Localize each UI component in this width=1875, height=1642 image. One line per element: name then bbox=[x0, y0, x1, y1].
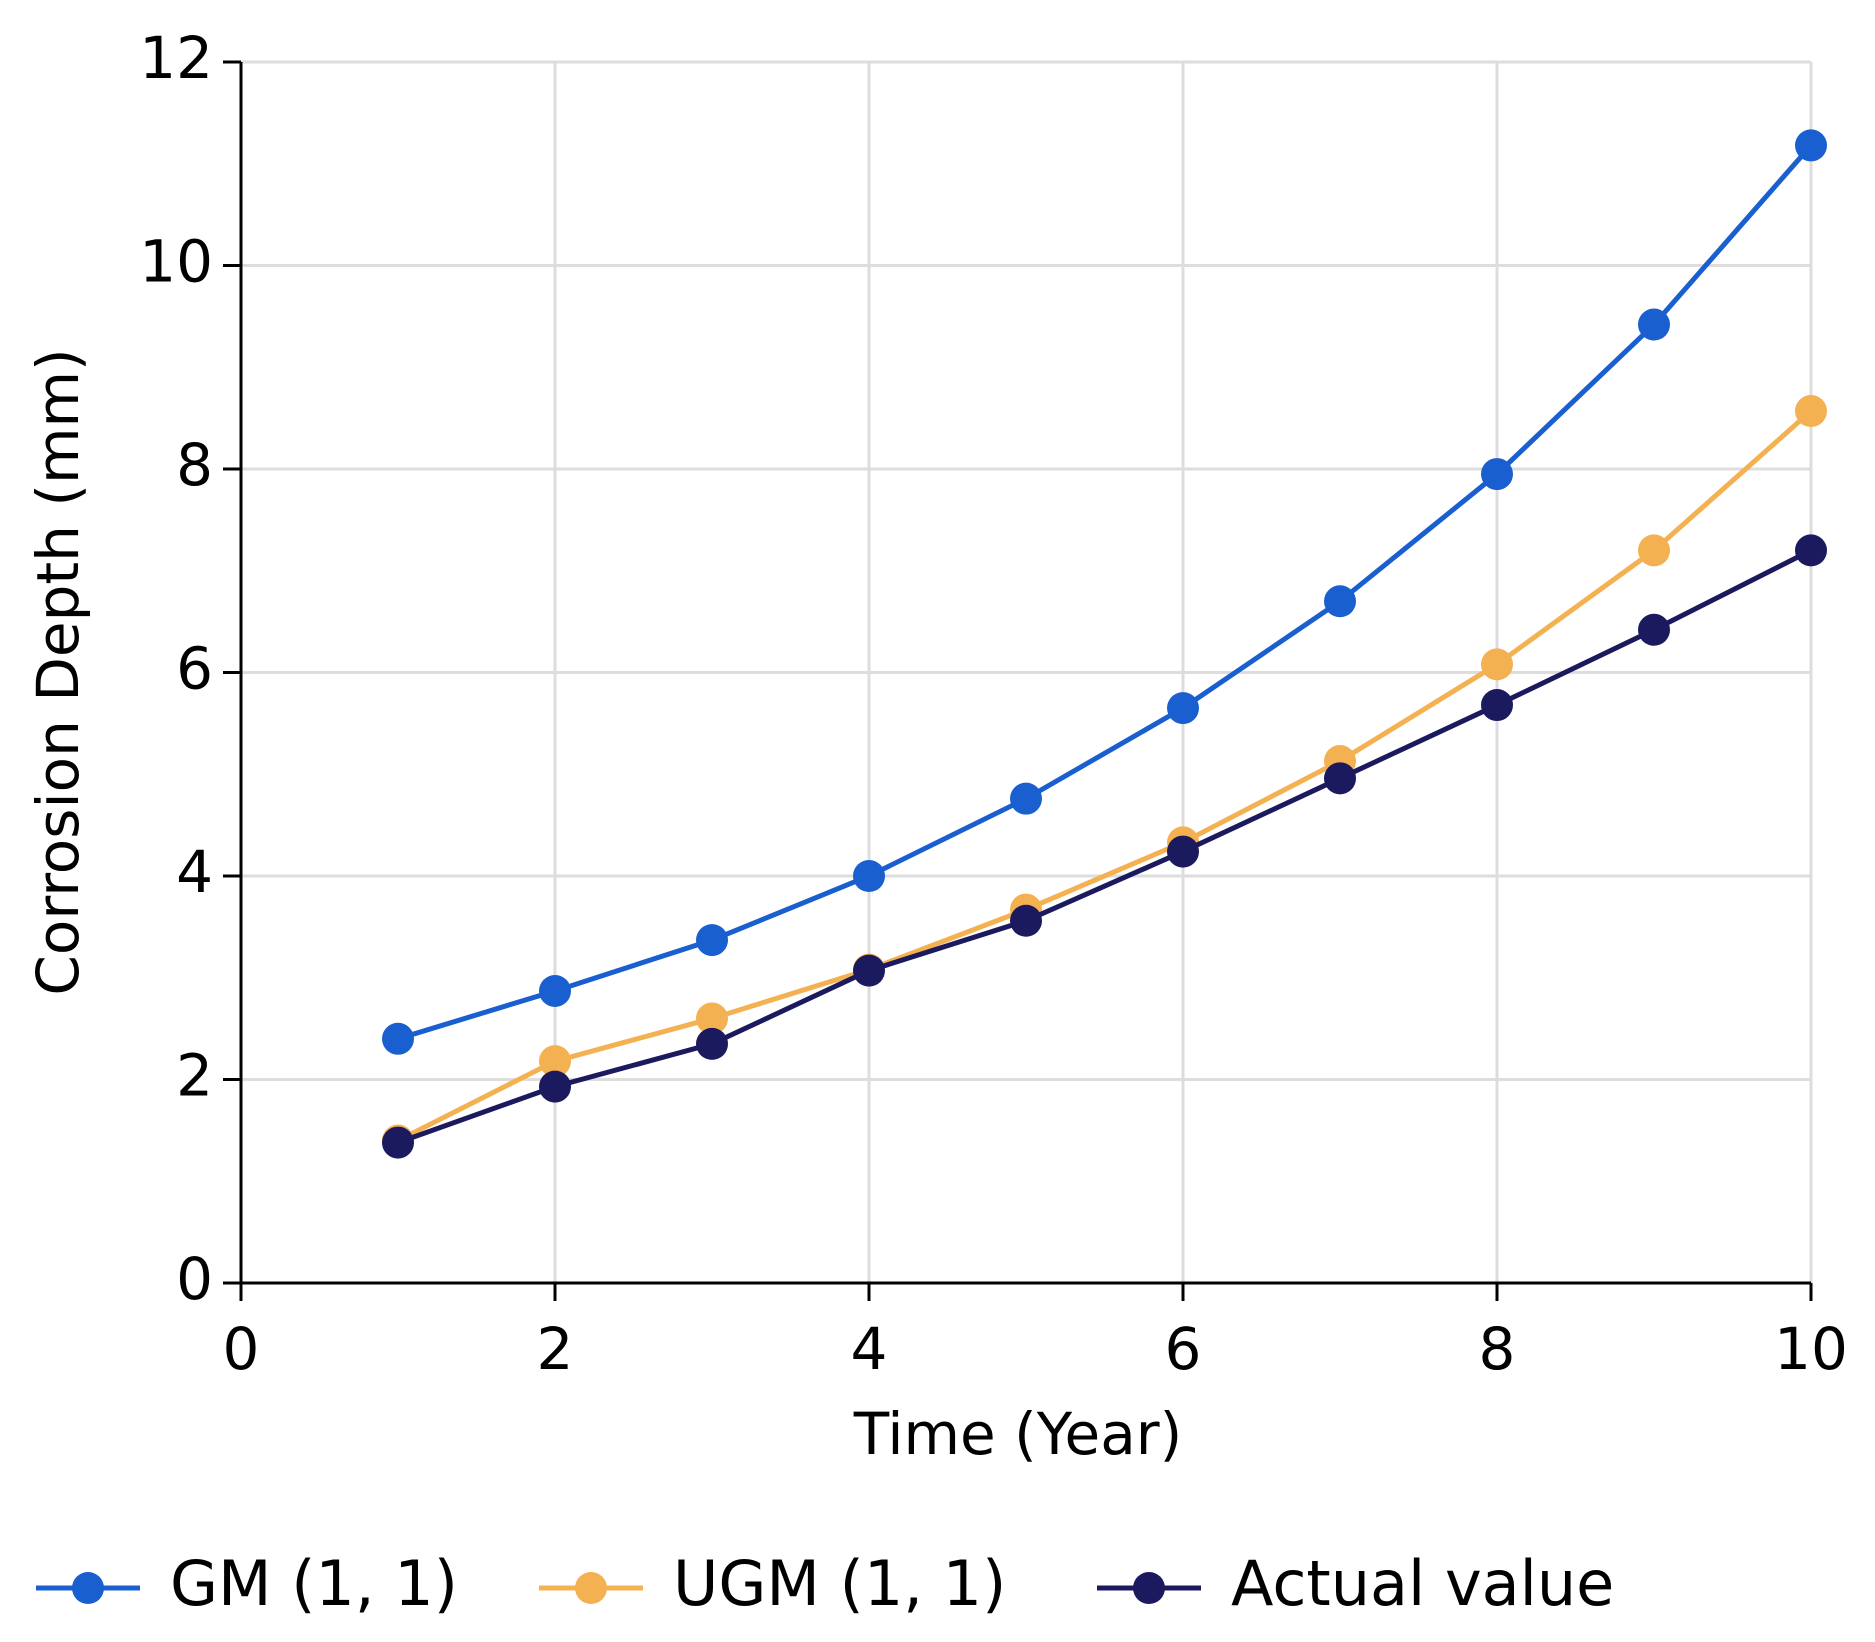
data-point bbox=[1481, 689, 1513, 722]
data-point bbox=[1167, 835, 1199, 868]
data-point bbox=[853, 954, 885, 987]
data-point bbox=[1010, 782, 1042, 815]
data-point bbox=[1167, 692, 1199, 725]
data-point bbox=[382, 1126, 414, 1159]
legend-marker bbox=[575, 1572, 607, 1604]
data-point bbox=[853, 860, 885, 892]
y-tick-label: 8 bbox=[176, 431, 213, 499]
y-tick-label: 6 bbox=[176, 635, 213, 703]
x-tick-label: 10 bbox=[1774, 1315, 1848, 1383]
legend-label: GM (1, 1) bbox=[170, 1547, 458, 1620]
x-tick-label: 8 bbox=[1479, 1315, 1516, 1383]
data-point bbox=[1481, 458, 1513, 491]
y-axis-label: Corrosion Depth (mm) bbox=[24, 348, 92, 995]
data-point bbox=[1795, 129, 1827, 162]
y-tick-label: 10 bbox=[139, 228, 213, 296]
y-tick-label: 4 bbox=[176, 838, 213, 906]
data-point bbox=[1795, 395, 1827, 428]
data-point bbox=[1324, 762, 1356, 795]
x-tick-label: 4 bbox=[851, 1315, 888, 1383]
legend-marker bbox=[1133, 1572, 1165, 1604]
data-point bbox=[382, 1022, 414, 1055]
y-tick-label: 12 bbox=[139, 24, 213, 92]
x-tick-label: 0 bbox=[223, 1315, 260, 1383]
data-point bbox=[1324, 585, 1356, 618]
y-tick-label: 0 bbox=[176, 1245, 213, 1313]
series-line bbox=[397, 143, 1813, 1042]
data-point bbox=[1795, 534, 1827, 567]
data-point bbox=[1638, 613, 1670, 646]
data-point bbox=[539, 1045, 571, 1078]
legend-marker bbox=[72, 1572, 104, 1604]
data-point bbox=[1010, 904, 1042, 937]
data-point bbox=[696, 924, 728, 957]
series-line bbox=[397, 548, 1813, 1145]
x-tick-label: 2 bbox=[537, 1315, 574, 1383]
data-point bbox=[1481, 648, 1513, 681]
x-tick-label: 6 bbox=[1165, 1315, 1202, 1383]
data-point bbox=[696, 1002, 728, 1035]
series-line bbox=[396, 409, 1813, 1143]
x-axis-label: Time (Year) bbox=[853, 1400, 1182, 1468]
data-point bbox=[539, 974, 571, 1007]
data-point bbox=[696, 1027, 728, 1060]
data-point bbox=[539, 1070, 571, 1103]
data-point bbox=[1638, 534, 1670, 567]
legend-label: Actual value bbox=[1231, 1547, 1614, 1620]
data-point bbox=[1638, 308, 1670, 341]
y-tick-label: 2 bbox=[176, 1042, 213, 1110]
legend-label: UGM (1, 1) bbox=[673, 1547, 1006, 1620]
